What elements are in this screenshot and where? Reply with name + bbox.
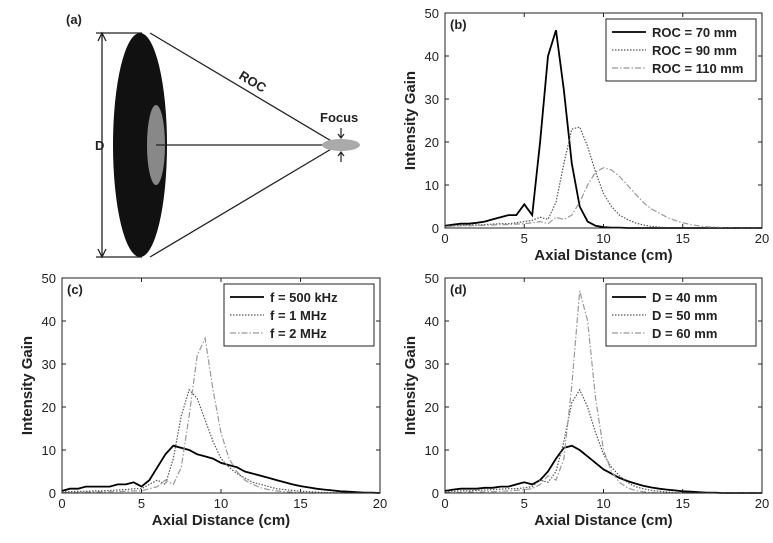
focal-spot — [322, 139, 360, 151]
legend-label: ROC = 110 mm — [652, 61, 743, 76]
panel-label: (d) — [450, 282, 467, 297]
y-tick-label: 0 — [49, 486, 56, 501]
series-line — [444, 126, 762, 229]
focus-label: Focus — [320, 110, 358, 125]
series-line — [444, 388, 762, 494]
beam-edge — [149, 144, 339, 258]
y-tick-label: 40 — [42, 314, 56, 329]
y-axis-label: Intensity Gain — [402, 336, 419, 435]
series-line — [61, 444, 381, 494]
x-axis-label: Axial Distance (cm) — [534, 512, 672, 529]
y-tick-label: 30 — [425, 357, 439, 372]
y-tick-label: 50 — [42, 271, 56, 286]
legend-label: f = 500 kHz — [270, 290, 338, 305]
plot-frame — [444, 277, 763, 494]
x-axis-label: Axial Distance (cm) — [534, 247, 672, 264]
y-tick-label: 10 — [425, 178, 439, 193]
x-tick-label: 0 — [441, 231, 448, 246]
panel-label: (c) — [67, 282, 83, 297]
x-tick-label: 15 — [293, 496, 307, 511]
legend: ROC = 70 mm ROC = 90 mm ROC = 110 mm — [605, 18, 757, 82]
x-tick-label: 0 — [58, 496, 65, 511]
roc-label: ROC — [236, 68, 269, 96]
y-tick-label: 20 — [42, 400, 56, 415]
line-chart: 0 5 10 15 20 0 10 20 30 40 50 (c) Axial Distance (cm… — [19, 271, 387, 529]
x-tick-label: 20 — [755, 496, 769, 511]
plot-frame — [61, 277, 381, 494]
y-tick-label: 30 — [42, 357, 56, 372]
legend-label: D = 50 mm — [652, 308, 717, 323]
legend: D = 40 mm D = 50 mm D = 60 mm — [605, 283, 757, 347]
x-tick-label: 5 — [521, 496, 528, 511]
x-tick-label: 10 — [596, 496, 610, 511]
transducer — [113, 33, 167, 257]
legend-label: D = 60 mm — [652, 326, 717, 341]
x-tick-label: 5 — [521, 231, 528, 246]
beam-edge — [149, 32, 339, 146]
y-tick-label: 30 — [425, 92, 439, 107]
legend-label: ROC = 90 mm — [652, 43, 737, 58]
series-line — [444, 167, 762, 229]
d-arrow-heads — [97, 31, 107, 259]
y-tick-label: 0 — [432, 221, 439, 236]
legend-label: D = 40 mm — [652, 290, 717, 305]
line-chart: 0 5 10 15 20 0 10 20 30 40 50 (b) Axial Distance (cm… — [402, 6, 769, 264]
x-tick-label: 15 — [676, 231, 690, 246]
panel-label: (b) — [450, 17, 467, 32]
y-axis-label: Intensity Gain — [402, 71, 419, 170]
legend-label: ROC = 70 mm — [652, 25, 737, 40]
y-tick-label: 0 — [432, 486, 439, 501]
x-tick-label: 0 — [441, 496, 448, 511]
panel-label: (a) — [66, 12, 82, 27]
series-line — [62, 388, 380, 494]
legend-label: f = 1 MHz — [270, 308, 327, 323]
x-tick-label: 20 — [755, 231, 769, 246]
d-label: D — [95, 138, 104, 153]
legend-label: f = 2 MHz — [270, 326, 327, 341]
y-tick-label: 50 — [425, 6, 439, 21]
plot-frame — [444, 12, 763, 229]
y-tick-label: 20 — [425, 135, 439, 150]
x-axis-label: Axial Distance (cm) — [152, 512, 290, 529]
y-tick-label: 20 — [425, 400, 439, 415]
series-line — [62, 336, 380, 494]
x-tick-label: 20 — [373, 496, 387, 511]
line-chart: 0 5 10 15 20 0 10 20 30 40 50 (d) Axial Distance (cm… — [402, 271, 769, 529]
focus-arrows — [337, 128, 345, 162]
y-tick-label: 10 — [425, 443, 439, 458]
legend: f = 500 kHz f = 1 MHz f = 2 MHz — [223, 283, 375, 347]
y-tick-label: 40 — [425, 314, 439, 329]
y-tick-label: 40 — [425, 49, 439, 64]
y-tick-label: 10 — [42, 443, 56, 458]
x-tick-label: 10 — [596, 231, 610, 246]
diagram: (a) D ROC Focus — [66, 12, 360, 259]
y-tick-label: 50 — [425, 271, 439, 286]
y-axis-label: Intensity Gain — [19, 336, 36, 435]
x-tick-label: 15 — [676, 496, 690, 511]
x-tick-label: 5 — [138, 496, 145, 511]
x-tick-label: 10 — [214, 496, 228, 511]
series-line — [444, 444, 762, 494]
